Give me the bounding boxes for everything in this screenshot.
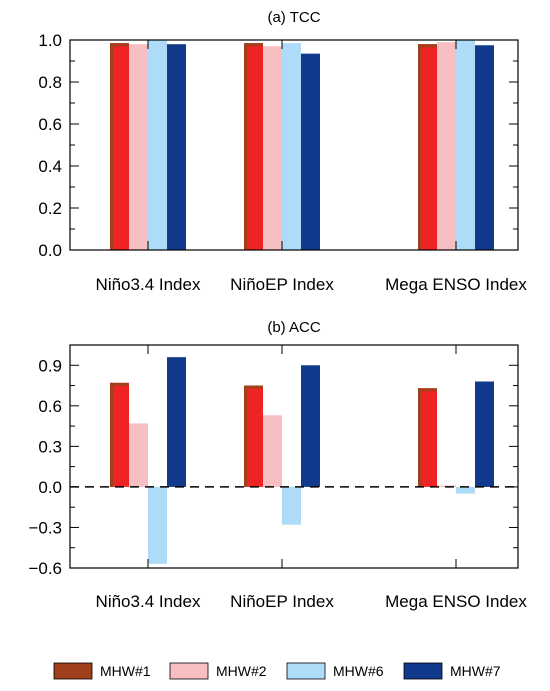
bar-edge-acc-1 — [244, 385, 263, 389]
bar-acc-mhw1-1 — [244, 385, 263, 487]
legend-swatch-mhw7 — [403, 662, 443, 680]
legend-label-mhw2: MHW#2 — [216, 663, 267, 679]
legend-label-mhw7: MHW#7 — [450, 663, 501, 679]
bar-side-tcc-2 — [418, 44, 421, 251]
bar-acc-mhw2-0 — [129, 423, 148, 487]
bar-acc-mhw7-1 — [301, 365, 320, 487]
bar-acc-mhw6-2 — [456, 486, 475, 494]
bar-tcc-mhw2-1 — [263, 46, 282, 250]
category-label-tcc: Mega ENSO Index — [385, 275, 527, 294]
panel-title-acc: (b) ACC — [267, 319, 321, 336]
axis-frame-acc — [69, 344, 519, 569]
panel-acc: (b) ACC −0.6 −0.3 0.0 0.3 0.6 0.9 Niño3.4 Index… — [28, 319, 527, 611]
bar-acc-mhw7-2 — [475, 381, 494, 487]
bar-tcc-mhw2-2 — [437, 42, 456, 250]
category-label-acc: Mega ENSO Index — [385, 592, 527, 611]
y-tick-label-acc: 0.9 — [38, 356, 62, 375]
y-tick-label-acc: 0.3 — [38, 437, 62, 456]
y-tick-label-acc: 0.6 — [38, 397, 62, 416]
bar-acc-mhw7-0 — [167, 357, 186, 487]
y-tick-label-acc: −0.3 — [28, 518, 62, 537]
panel-tcc: (a) TCC 0.0 0.2 0.4 0.6 0.8 1.0 Niño3.4 Index Ni… — [38, 9, 527, 294]
y-tick-label-tcc: 0.8 — [38, 73, 62, 92]
y-tick-label-tcc: 1.0 — [38, 31, 62, 50]
legend: MHW#1 MHW#2 MHW#6 MHW#7 — [53, 662, 501, 680]
y-tick-label-tcc: 0.6 — [38, 115, 62, 134]
bar-acc-mhw2-1 — [263, 415, 282, 487]
bar-tcc-mhw1-1 — [244, 43, 263, 251]
category-label-acc: NiñoEP Index — [230, 592, 334, 611]
category-label-acc: Niño3.4 Index — [96, 592, 201, 611]
bar-tcc-mhw7-2 — [475, 45, 494, 250]
bar-tcc-mhw7-0 — [167, 44, 186, 251]
legend-swatch-mhw1 — [53, 662, 93, 680]
y-tick-label-tcc: 0.2 — [38, 199, 62, 218]
y-tick-label-acc: 0.0 — [38, 478, 62, 497]
bar-side-tcc-1 — [244, 43, 247, 251]
bar-tcc-mhw6-0 — [148, 40, 167, 250]
legend-label-mhw6: MHW#6 — [333, 663, 384, 679]
bar-acc-mhw1-2 — [418, 388, 437, 487]
bar-edge-tcc-0 — [110, 43, 129, 47]
y-tick-label-tcc: 0.0 — [38, 241, 62, 260]
bar-acc-mhw6-1 — [282, 486, 301, 525]
bar-edge-tcc-2 — [418, 44, 437, 48]
bar-side-acc-1 — [244, 385, 247, 487]
y-tick-label-tcc: 0.4 — [38, 157, 62, 176]
legend-swatch-mhw2 — [169, 662, 209, 680]
bar-acc-mhw6-0 — [148, 486, 167, 564]
bar-tcc-mhw2-0 — [129, 44, 148, 251]
bar-tcc-mhw6-1 — [282, 43, 301, 251]
bar-edge-tcc-1 — [244, 43, 263, 47]
bar-edge-acc-2 — [418, 388, 437, 392]
bar-side-acc-0 — [110, 382, 113, 487]
legend-swatch-mhw6 — [286, 662, 326, 680]
legend-label-mhw1: MHW#1 — [100, 663, 151, 679]
bar-tcc-mhw1-2 — [418, 44, 437, 251]
bar-acc-mhw1-0 — [110, 382, 129, 487]
category-label-tcc: Niño3.4 Index — [96, 275, 201, 294]
bar-side-acc-2 — [418, 388, 421, 487]
category-label-tcc: NiñoEP Index — [230, 275, 334, 294]
bar-tcc-mhw6-2 — [456, 40, 475, 250]
bar-tcc-mhw1-0 — [110, 43, 129, 251]
bar-side-tcc-0 — [110, 43, 113, 251]
bar-tcc-mhw7-1 — [301, 53, 320, 251]
panel-title-tcc: (a) TCC — [267, 9, 320, 26]
bar-edge-acc-0 — [110, 382, 129, 386]
y-tick-label-acc: −0.6 — [28, 559, 62, 578]
